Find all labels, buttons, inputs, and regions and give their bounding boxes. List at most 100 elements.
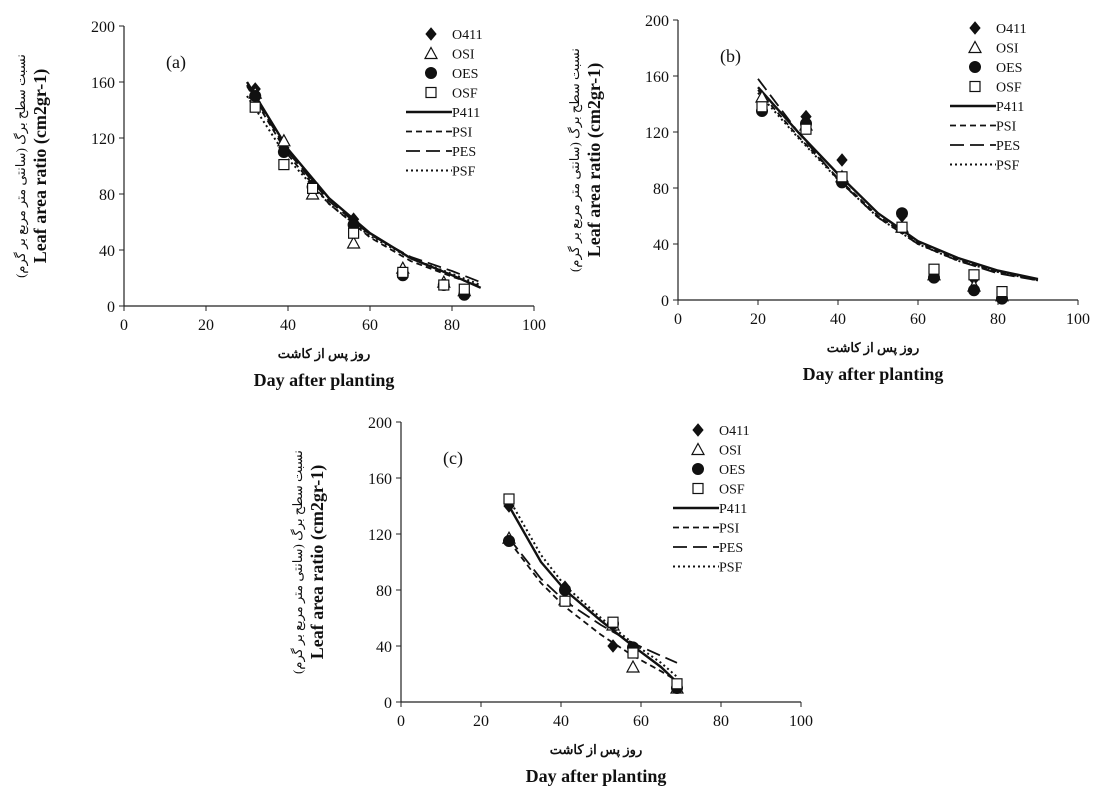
legend-entry: OSI bbox=[996, 42, 1019, 57]
y-axis-label-persian: نسبت سطح برگ (سانتی متر مربع بر گرم) bbox=[290, 450, 306, 674]
data-point-osf bbox=[503, 493, 515, 505]
y-tick-label: 40 bbox=[376, 639, 392, 656]
legend: O411 OSI OES OSF P411 PSI PES PSF bbox=[673, 423, 750, 576]
legend-entry: PSI bbox=[996, 120, 1017, 135]
legend-marker-osf bbox=[692, 482, 704, 495]
data-point-osf bbox=[278, 159, 290, 171]
y-tick-label: 80 bbox=[653, 181, 669, 198]
legend-entry: OES bbox=[719, 463, 745, 478]
data-point-osf bbox=[458, 283, 470, 295]
x-tick-label: 80 bbox=[713, 713, 729, 730]
y-tick-label: 120 bbox=[645, 125, 669, 142]
chart-panel-b: 0 40 80 120 160 200 0 20 40 60 80 100 روز پس از کاشت… bbox=[567, 13, 1090, 384]
chart-panel-c: 0 40 80 120 160 200 0 20 40 60 80 100 روز پس از کاشت… bbox=[290, 415, 813, 786]
x-tick-label: 60 bbox=[362, 317, 378, 334]
x-axis-label-persian: روز پس از کاشت bbox=[550, 742, 642, 758]
x-tick-label: 60 bbox=[910, 311, 926, 328]
legend-entry: OES bbox=[452, 67, 478, 82]
data-point-osf bbox=[249, 101, 261, 113]
legend-entry: P411 bbox=[452, 106, 480, 121]
data-point-osf bbox=[756, 101, 768, 113]
panel-label: (b) bbox=[720, 46, 741, 67]
data-point-osf bbox=[627, 647, 639, 659]
x-tick-label: 0 bbox=[397, 713, 405, 730]
x-tick-label: 20 bbox=[198, 317, 214, 334]
legend-entry: OSF bbox=[452, 87, 478, 102]
data-point-osf bbox=[896, 221, 908, 233]
x-tick-label: 60 bbox=[633, 713, 649, 730]
y-tick-label: 200 bbox=[91, 19, 115, 36]
legend-marker-osi bbox=[690, 442, 706, 456]
y-tick-label: 160 bbox=[368, 471, 392, 488]
y-tick-label: 120 bbox=[91, 131, 115, 148]
legend-entry: PSI bbox=[452, 126, 473, 141]
data-point-osi bbox=[346, 235, 361, 249]
y-tick-label: 160 bbox=[91, 75, 115, 92]
legend-entry: PES bbox=[996, 139, 1020, 154]
data-point-oes bbox=[503, 535, 515, 547]
data-point-oes bbox=[559, 584, 571, 596]
y-axis-label-persian: نسبت سطح برگ (سانتی متر مربع بر گرم) bbox=[13, 54, 29, 278]
y-tick-label: 0 bbox=[384, 695, 392, 712]
data-point-osf bbox=[438, 279, 450, 291]
legend-entry: PSF bbox=[452, 165, 476, 180]
legend-marker-oes bbox=[969, 61, 981, 73]
y-tick-label: 0 bbox=[661, 293, 669, 310]
data-point-osf bbox=[836, 171, 848, 183]
legend-entry: PSI bbox=[719, 522, 740, 537]
data-point-oes bbox=[896, 207, 908, 220]
y-tick-label: 80 bbox=[99, 187, 115, 204]
legend-entry: PSF bbox=[996, 159, 1020, 174]
y-axis-label: Leaf area ratio (cm2gr-1) bbox=[584, 63, 605, 257]
chart-panel-a: 0 40 80 120 160 200 0 20 40 60 80 100 روز پس از کاشت… bbox=[13, 19, 546, 390]
legend-marker-osi bbox=[423, 46, 439, 60]
fit-line-p411 bbox=[507, 505, 678, 684]
y-axis-label: Leaf area ratio (cm2gr-1) bbox=[307, 465, 328, 659]
x-tick-label: 20 bbox=[750, 311, 766, 328]
x-tick-label: 0 bbox=[674, 311, 682, 328]
fit-line-psf bbox=[246, 95, 482, 286]
x-tick-label: 40 bbox=[280, 317, 296, 334]
y-tick-label: 40 bbox=[653, 237, 669, 254]
x-tick-label: 40 bbox=[553, 713, 569, 730]
data-point-oes bbox=[249, 90, 262, 102]
x-tick-label: 80 bbox=[444, 317, 460, 334]
data-point-oes bbox=[968, 284, 980, 297]
legend-marker-osi bbox=[967, 40, 983, 54]
y-tick-label: 160 bbox=[645, 69, 669, 86]
data-point-oes bbox=[277, 146, 290, 158]
x-axis-label: Day after planting bbox=[526, 766, 667, 786]
legend-entry: OSI bbox=[719, 444, 742, 459]
legend-marker-o411 bbox=[969, 21, 981, 35]
legend-entry: PES bbox=[452, 145, 476, 160]
data-point-osi bbox=[276, 133, 291, 147]
data-point-osf bbox=[307, 182, 319, 194]
data-point-osi bbox=[625, 659, 641, 673]
data-point-osf bbox=[397, 266, 409, 278]
panel-label: (c) bbox=[443, 448, 463, 469]
y-axis-label: Leaf area ratio (cm2gr-1) bbox=[30, 69, 51, 263]
data-point-osf bbox=[968, 269, 980, 281]
legend-marker-o411 bbox=[425, 27, 437, 41]
x-tick-label: 80 bbox=[990, 311, 1006, 328]
x-tick-label: 100 bbox=[522, 317, 546, 334]
x-tick-label: 100 bbox=[1066, 311, 1090, 328]
data-point-osf bbox=[671, 678, 683, 690]
panel-label: (a) bbox=[166, 52, 186, 73]
legend-marker-osf bbox=[425, 86, 437, 99]
legend-entry: OSI bbox=[452, 48, 475, 63]
x-axis-label: Day after planting bbox=[254, 370, 395, 390]
y-tick-label: 200 bbox=[645, 13, 669, 30]
legend-entry: O411 bbox=[452, 28, 483, 43]
x-tick-label: 20 bbox=[473, 713, 489, 730]
fit-line-psi bbox=[757, 89, 1039, 282]
data-point-osf bbox=[996, 286, 1008, 298]
legend-marker-oes bbox=[692, 463, 704, 475]
legend-entry: OES bbox=[996, 61, 1022, 76]
legend: O411 OSI OES OSF P411 PSI PES PSF bbox=[406, 27, 483, 180]
legend-entry: PES bbox=[719, 541, 743, 556]
legend-marker-osf bbox=[969, 80, 981, 93]
x-axis-label-persian: روز پس از کاشت bbox=[827, 340, 919, 356]
data-point-osf bbox=[559, 595, 571, 607]
data-point-osf bbox=[928, 263, 940, 275]
